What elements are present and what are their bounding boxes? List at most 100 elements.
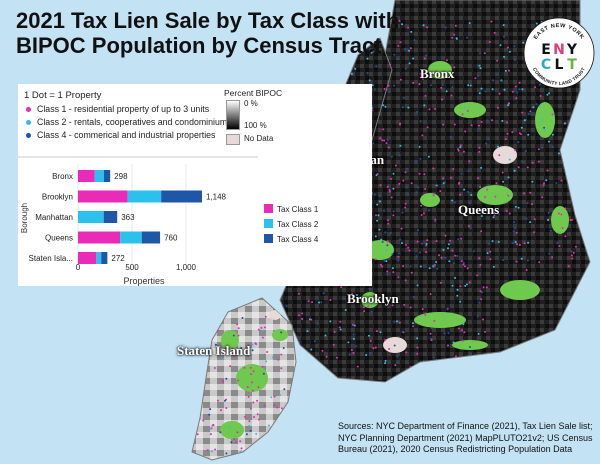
property-dot — [373, 88, 376, 91]
property-dot — [416, 284, 419, 287]
property-dot — [399, 238, 402, 241]
property-dot — [423, 212, 425, 215]
property-dot — [418, 83, 421, 86]
property-dot — [338, 61, 341, 64]
property-dot — [551, 133, 554, 136]
property-dot — [426, 26, 429, 29]
property-dot — [478, 124, 480, 127]
property-dot — [491, 88, 494, 91]
percent-bipoc-title: Percent BIPOC — [224, 88, 283, 98]
property-dot — [421, 308, 424, 311]
property-dot — [515, 260, 518, 263]
logo-letter-y: Y — [566, 42, 578, 58]
property-dot — [549, 229, 552, 232]
property-dot — [480, 215, 483, 217]
property-dot — [390, 196, 393, 199]
property-dot — [389, 63, 392, 66]
property-dot — [478, 301, 481, 304]
property-dot — [564, 207, 567, 210]
property-dot — [257, 386, 260, 389]
property-dot — [561, 227, 564, 229]
property-dot — [427, 209, 430, 212]
property-dot — [455, 37, 458, 40]
no-data-swatch — [226, 134, 240, 145]
property-dot — [445, 90, 448, 93]
property-dot — [222, 358, 225, 361]
property-dot — [560, 179, 563, 182]
property-dot — [502, 24, 505, 27]
property-dot — [375, 330, 378, 333]
property-dot — [329, 320, 332, 323]
property-dot — [386, 240, 389, 243]
property-dot — [442, 123, 445, 126]
property-dot — [547, 211, 550, 214]
property-dot — [419, 157, 422, 160]
property-dot — [272, 425, 275, 428]
property-dot — [520, 133, 523, 136]
property-dot — [404, 206, 407, 209]
property-dot — [386, 270, 389, 273]
property-dot — [453, 262, 455, 265]
property-dot — [408, 62, 411, 65]
property-dot — [381, 139, 384, 142]
property-dot — [522, 41, 525, 44]
property-dot — [478, 92, 481, 95]
property-dot — [453, 33, 456, 36]
property-dot — [445, 367, 447, 370]
property-dot — [462, 263, 465, 266]
property-dot — [393, 344, 396, 347]
property-dot — [430, 84, 432, 87]
property-dot — [386, 139, 389, 141]
property-dot — [533, 218, 536, 221]
property-dot — [462, 150, 465, 153]
property-dot — [487, 242, 490, 245]
property-dot — [351, 323, 354, 326]
property-dot — [504, 138, 507, 141]
property-dot — [228, 426, 231, 428]
property-dot — [371, 84, 374, 87]
property-dot — [405, 186, 408, 189]
property-dot — [293, 419, 296, 422]
property-dot — [401, 23, 403, 26]
legend-swatch — [264, 234, 273, 243]
property-dot — [316, 322, 319, 325]
property-dot — [383, 259, 386, 262]
property-dot — [438, 254, 440, 257]
label-brooklyn: Brooklyn — [347, 291, 399, 306]
title-line-2: BIPOC Population by Census Tract — [16, 33, 382, 58]
property-dot — [447, 247, 449, 250]
property-dot — [220, 409, 222, 412]
property-dot — [369, 352, 372, 355]
property-dot — [517, 166, 520, 169]
property-dot — [362, 306, 365, 309]
property-dot — [399, 41, 402, 44]
sources-line-1: Sources: NYC Department of Finance (2021… — [338, 421, 593, 431]
property-dot — [497, 106, 499, 109]
property-dot — [490, 367, 493, 370]
property-dot — [255, 343, 258, 345]
property-dot — [514, 149, 517, 152]
property-dot — [460, 237, 463, 240]
property-dot — [508, 69, 510, 72]
property-dot — [430, 327, 433, 330]
category-label: Bronx — [52, 172, 73, 181]
bar-total-label: 760 — [164, 234, 178, 243]
property-dot — [332, 64, 335, 66]
property-dot — [448, 260, 451, 263]
property-dot — [463, 365, 465, 368]
tax-class-bar-chart: 298 1,148 363 760 272 Bronx Brooklyn Manhattan… — [18, 156, 319, 286]
property-dot — [252, 370, 255, 373]
property-dot — [447, 243, 450, 246]
property-dot — [466, 36, 468, 39]
property-dot — [363, 310, 366, 313]
property-dot — [262, 372, 265, 375]
property-dot — [372, 50, 375, 53]
property-dot — [394, 364, 397, 367]
property-dot — [488, 41, 491, 43]
property-dot — [352, 337, 355, 340]
logo-letter-c: C — [541, 57, 551, 73]
property-dot — [468, 201, 471, 204]
property-dot — [546, 93, 549, 96]
property-dot — [387, 84, 390, 87]
property-dot — [339, 328, 342, 331]
